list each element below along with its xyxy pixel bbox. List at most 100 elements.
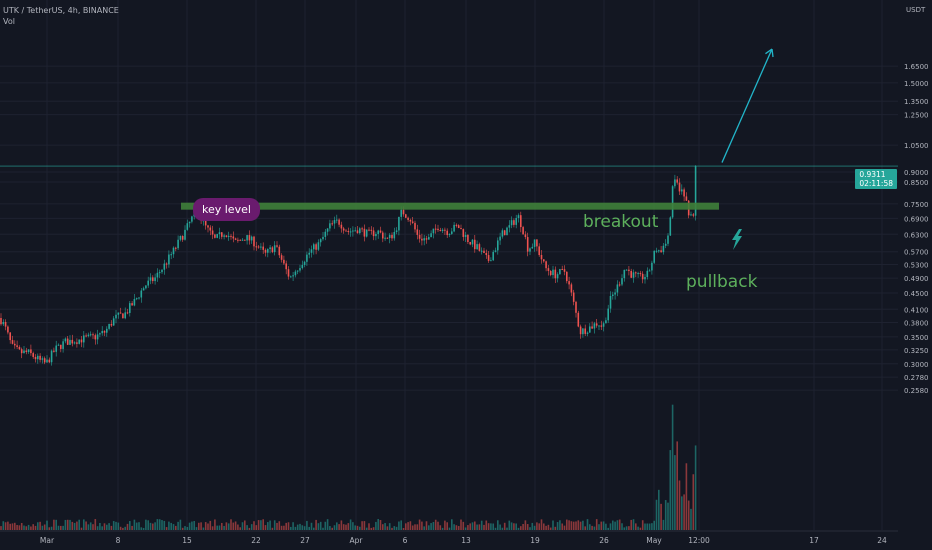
candle-body <box>490 260 492 262</box>
candle-body <box>547 268 550 271</box>
candle-body <box>244 239 246 241</box>
candle-body <box>582 328 584 335</box>
price-tick-label: 0.7500 <box>904 201 929 209</box>
time-tick-label: Apr <box>350 536 364 545</box>
candle-body <box>352 230 354 232</box>
candle-body <box>138 297 140 299</box>
volume-bar <box>359 526 361 530</box>
candle-body <box>64 338 67 342</box>
candle-body <box>492 251 494 261</box>
volume-bar <box>179 519 182 530</box>
projection-arrow[interactable] <box>721 48 774 163</box>
volume-bar <box>618 519 621 530</box>
price-tick-label: 1.3500 <box>904 98 929 106</box>
time-tick-label: 26 <box>599 536 609 545</box>
volume-bar <box>632 519 635 530</box>
volume-bar <box>646 523 649 530</box>
volume-bar <box>60 525 62 530</box>
volume-bar <box>678 480 681 530</box>
candle-body <box>692 214 695 216</box>
volume-bar <box>283 525 285 530</box>
volume-bar <box>407 522 409 530</box>
volume-bar <box>570 521 573 530</box>
candle-body <box>89 334 92 336</box>
volume-bar <box>520 526 522 530</box>
candle-body <box>71 339 74 344</box>
time-axis[interactable]: Mar 8 15 22 27 Apr 6 13 19 26 May 12:00 17 24 <box>0 530 898 545</box>
volume-bar <box>612 520 614 530</box>
volume-bar <box>536 522 538 530</box>
candle-body <box>483 250 485 254</box>
candle-body <box>142 288 145 291</box>
price-tick-label: 0.9000 <box>904 169 929 177</box>
candle-body <box>158 272 161 274</box>
volume-bar <box>398 521 400 530</box>
candle-body <box>30 349 32 354</box>
volume-bar <box>80 527 83 530</box>
candle-body <box>248 235 251 241</box>
volume-bar <box>296 524 299 530</box>
key-level-line[interactable] <box>181 202 719 210</box>
volume-bar <box>11 523 14 530</box>
volume-bar <box>103 523 106 530</box>
candle-body <box>152 277 154 282</box>
candle-body <box>184 229 186 240</box>
candle-body <box>43 358 46 363</box>
projection-line <box>721 48 773 163</box>
candle-body <box>418 234 421 239</box>
candle-body <box>165 263 168 265</box>
candle-body <box>480 250 483 252</box>
candle-body <box>441 229 444 231</box>
candle-body <box>119 312 122 314</box>
candle-body <box>568 281 570 285</box>
candle-body <box>589 326 591 333</box>
candle-body <box>85 335 87 337</box>
price-tick-label: 0.5300 <box>904 261 929 269</box>
candle-body <box>292 275 294 277</box>
volume-bar <box>655 499 658 530</box>
volume-bar <box>506 527 508 530</box>
volume-bar <box>115 521 117 530</box>
volume-bar <box>336 522 338 530</box>
volume-bar <box>621 523 623 530</box>
volume-bar <box>446 522 448 530</box>
volume-bar <box>690 508 692 530</box>
volume-bar <box>142 527 145 530</box>
candle-body <box>315 244 317 250</box>
volume-bar <box>591 525 593 530</box>
candle-body <box>285 263 287 270</box>
volume-bar <box>223 525 225 530</box>
volume-bar <box>637 526 639 530</box>
candle-body <box>662 245 665 253</box>
candle-body <box>23 350 25 354</box>
volume-bar <box>444 520 446 530</box>
candle-body <box>347 230 350 233</box>
candle-body <box>20 349 23 354</box>
candle-body <box>186 223 189 230</box>
volume-bar <box>460 519 462 530</box>
volume-bar <box>614 521 616 530</box>
candle-body <box>543 259 545 262</box>
volume-bar <box>154 522 156 530</box>
candle-body <box>11 340 14 344</box>
candle-body <box>271 247 274 253</box>
volume-bar <box>257 520 260 530</box>
candle-body <box>384 237 386 239</box>
candle-body <box>517 215 520 219</box>
candle-body <box>306 254 308 262</box>
candle-body <box>340 224 343 229</box>
volume-bar <box>292 522 294 530</box>
volume-bar <box>582 520 584 530</box>
volume-bar <box>53 519 55 530</box>
volume-bar <box>681 496 683 530</box>
candle-body <box>554 269 557 279</box>
price-axis[interactable]: 1.6500 1.5000 1.3500 1.2500 1.0500 0.9000 0.85… <box>904 63 929 395</box>
volume-bar <box>129 521 131 530</box>
volume-bar <box>324 521 327 530</box>
volume-bar <box>660 503 662 530</box>
candle-body <box>14 343 16 346</box>
candle-body <box>395 230 398 232</box>
time-tick-label: 22 <box>251 536 261 545</box>
volume-bar <box>338 524 340 530</box>
